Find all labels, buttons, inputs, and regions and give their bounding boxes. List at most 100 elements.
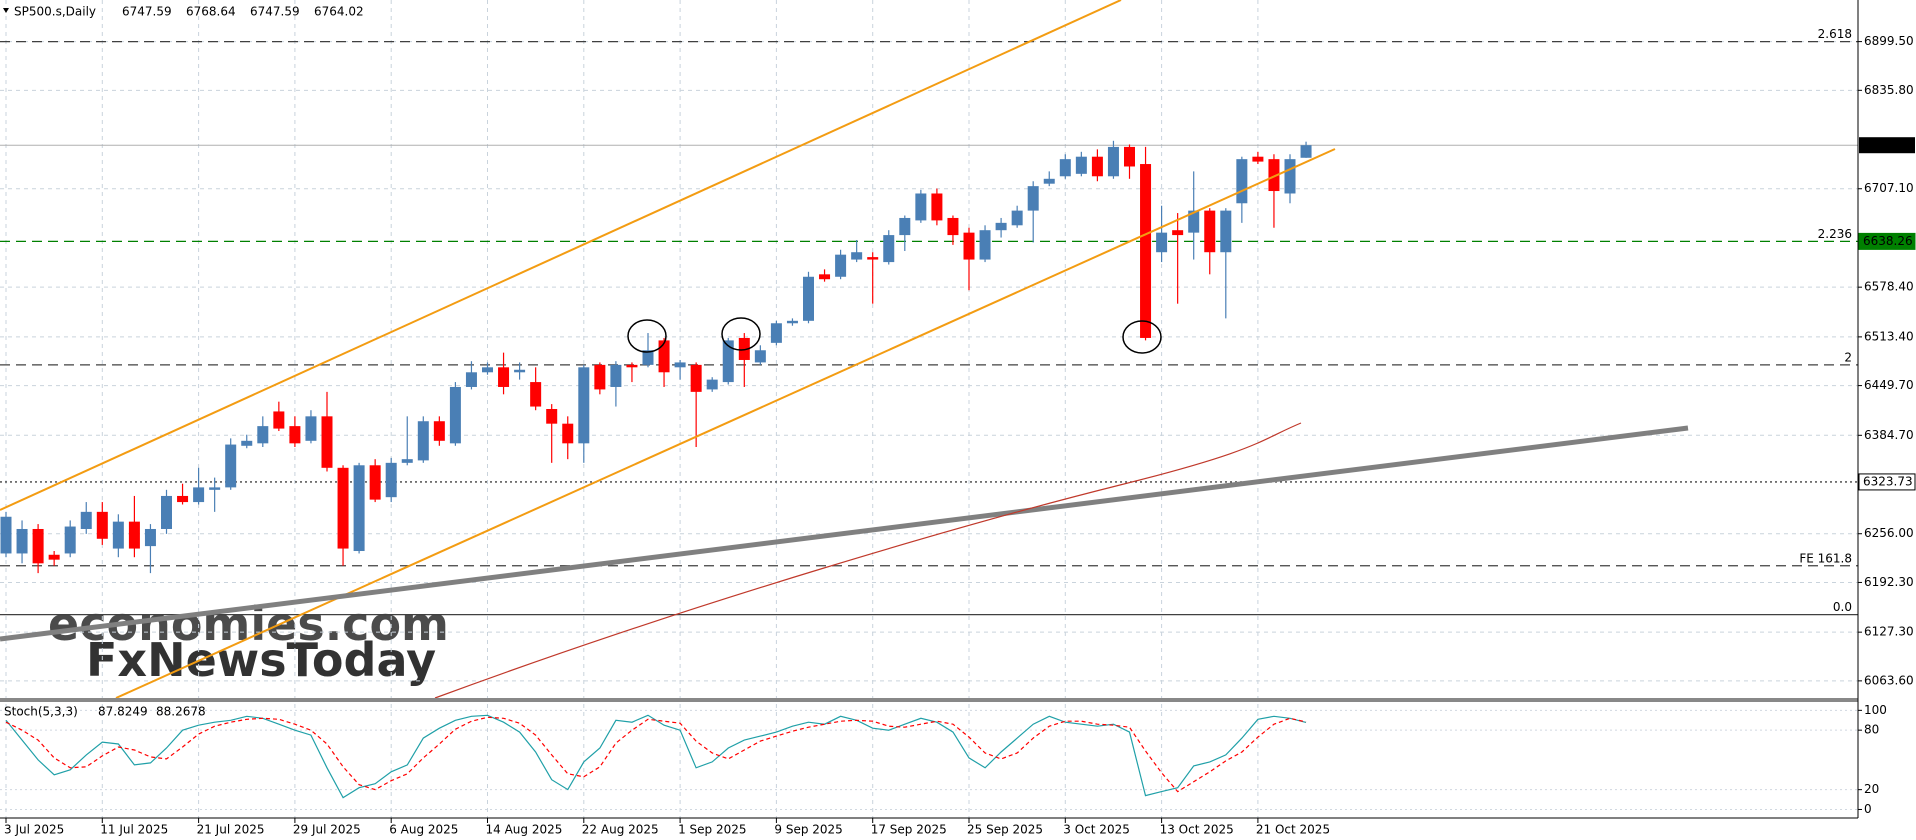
candle-body — [128, 521, 140, 549]
menu-arrow[interactable] — [3, 8, 9, 13]
candle-body — [465, 372, 477, 387]
candle-body — [674, 362, 686, 368]
ohlc-high: 6768.64 — [186, 5, 236, 19]
candle-body — [786, 320, 798, 324]
price-box-label: 6638.26 — [1863, 234, 1913, 248]
price-box-label: 6764.02 — [1863, 138, 1913, 152]
x-tick-label: 3 Oct 2025 — [1063, 823, 1130, 837]
candle-body — [225, 444, 237, 488]
candle-body — [273, 411, 285, 429]
level-label: 2 — [1844, 350, 1852, 364]
candle-body — [947, 217, 959, 236]
candle-body — [690, 364, 702, 392]
candle-body — [1075, 156, 1087, 174]
candle-body — [369, 465, 381, 500]
trend-line — [0, 425, 1689, 642]
y-tick-label: 6192.30 — [1864, 575, 1914, 589]
candle-body — [401, 459, 413, 463]
x-tick-label: 11 Jul 2025 — [100, 823, 168, 837]
level-label: 2.236 — [1818, 227, 1852, 241]
candle-body — [754, 350, 766, 363]
candle-body — [433, 421, 445, 441]
y-tick-label: 6063.60 — [1864, 673, 1914, 687]
channel-line — [115, 148, 1336, 699]
plot — [0, 0, 1858, 818]
y-tick-label: 20 — [1864, 782, 1879, 796]
candle-body — [289, 426, 301, 444]
candle-body — [1124, 146, 1135, 167]
candle-body — [1043, 178, 1055, 184]
x-tick-label: 6 Aug 2025 — [389, 823, 458, 837]
y-tick-label: 0 — [1864, 802, 1872, 816]
candle-body — [1011, 210, 1023, 226]
candle-body — [995, 222, 1007, 231]
y-tick-label: 6384.70 — [1864, 428, 1914, 442]
symbol: SP500.s,Daily — [14, 5, 96, 19]
candle-body — [770, 323, 782, 343]
candle-body — [257, 426, 269, 444]
candle-body — [1252, 156, 1264, 162]
candle-body — [915, 193, 927, 221]
candle-body — [626, 364, 638, 368]
candle-body — [1172, 230, 1184, 236]
x-tick-label: 14 Aug 2025 — [486, 823, 563, 837]
price-box — [1859, 137, 1915, 154]
candle-body — [193, 487, 205, 503]
stoch-line — [5, 714, 1307, 799]
candle-body — [305, 416, 317, 441]
candle-body — [161, 495, 172, 529]
candle-body — [64, 526, 76, 554]
candle-body — [1300, 145, 1312, 158]
ohlc-close: 6764.02 — [314, 5, 364, 19]
candle-body — [16, 528, 28, 554]
x-tick-label: 22 Aug 2025 — [582, 823, 659, 837]
candle-body — [1236, 159, 1248, 204]
level-label: 0.0 — [1833, 600, 1852, 614]
candle-body — [1220, 210, 1232, 253]
x-tick-label: 9 Sep 2025 — [774, 823, 842, 837]
candle-body — [706, 379, 718, 390]
candle-body — [385, 462, 397, 498]
price-box — [1858, 232, 1916, 250]
candle-body — [835, 254, 847, 277]
candle-body — [80, 511, 92, 529]
level-label: 2.618 — [1818, 27, 1852, 41]
candle-body — [321, 416, 333, 468]
candle-body — [1268, 159, 1280, 192]
y-tick-label: 6513.40 — [1864, 329, 1914, 343]
candle-body — [482, 367, 493, 373]
candle-body — [144, 528, 156, 547]
x-tick-label: 1 Sep 2025 — [678, 823, 746, 837]
candle-body — [449, 386, 461, 444]
candle-body — [48, 554, 60, 560]
candle-body — [177, 495, 189, 503]
candle-body — [722, 340, 734, 383]
candle-body — [738, 337, 750, 360]
candle-body — [417, 421, 429, 461]
candle-body — [530, 382, 542, 407]
candle-body — [819, 274, 831, 280]
y-tick-label: 6835.80 — [1864, 83, 1914, 97]
candle-body — [594, 364, 606, 390]
highlight-ellipse — [721, 317, 761, 351]
x-tick-label: 21 Jul 2025 — [197, 823, 265, 837]
candle-body — [514, 369, 526, 373]
stoch-title: Stoch(5,3,3) — [4, 705, 78, 719]
candle-body — [32, 528, 44, 564]
candle-body — [337, 467, 349, 549]
highlight-ellipse — [627, 319, 667, 353]
candle-body — [1284, 159, 1296, 194]
y-tick-label: 6256.00 — [1864, 526, 1914, 540]
candle-body — [546, 408, 558, 424]
candle-body — [1140, 164, 1152, 338]
candle-body — [867, 257, 879, 260]
candle-body — [979, 230, 991, 260]
candle-body — [1091, 156, 1103, 177]
candle-body — [1156, 232, 1168, 253]
x-tick-label: 21 Oct 2025 — [1256, 823, 1330, 837]
level-label: FE 161.8 — [1799, 551, 1852, 565]
candle-body — [1027, 186, 1039, 211]
y-tick-label: 80 — [1864, 723, 1879, 737]
candle-body — [658, 340, 670, 373]
